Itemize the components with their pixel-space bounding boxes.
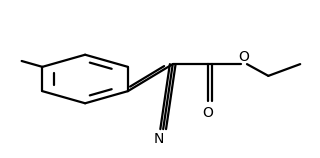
Text: O: O	[202, 106, 213, 120]
Text: O: O	[238, 50, 249, 64]
Text: N: N	[153, 132, 164, 146]
